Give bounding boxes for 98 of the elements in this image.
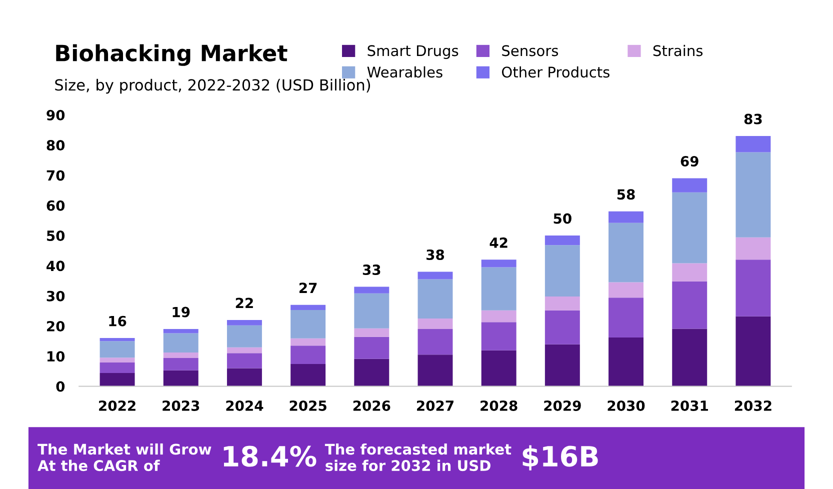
bar (418, 329, 453, 355)
bar (672, 263, 708, 282)
x-tick-label: 2023 (162, 400, 200, 411)
chart-subtitle: Size, by product, 2022-2032 (USD Billion) (55, 78, 370, 94)
bar (100, 358, 135, 362)
x-tick-label: 2032 (734, 400, 772, 411)
bar (418, 272, 453, 280)
total-label: 27 (299, 282, 317, 293)
bar (354, 293, 390, 328)
legend-label: Other Products (502, 66, 610, 78)
total-label: 58 (617, 189, 635, 200)
bar (736, 237, 771, 260)
bar (163, 352, 198, 358)
bar (163, 358, 198, 370)
chart-title: Biohacking Market (56, 44, 288, 66)
total-label: 33 (362, 264, 380, 276)
y-tick-label: 60 (46, 200, 65, 211)
bar (736, 136, 771, 152)
x-tick-label: 2026 (353, 400, 390, 411)
bar (544, 245, 580, 296)
total-label: 50 (554, 213, 572, 224)
bar (544, 236, 580, 246)
bar (672, 178, 708, 192)
bar (163, 370, 198, 386)
bar (481, 267, 516, 310)
bar (481, 322, 516, 350)
y-tick-label: 20 (47, 320, 65, 332)
bar (418, 279, 453, 318)
bar (544, 310, 580, 344)
bar (100, 362, 135, 374)
x-tick-label: 2030 (608, 400, 645, 411)
bar (290, 304, 326, 310)
bar (544, 296, 580, 310)
bar (672, 328, 708, 386)
bar (354, 286, 390, 294)
bar (736, 260, 771, 316)
total-label: 38 (426, 249, 444, 260)
x-tick-label: 2029 (544, 400, 581, 411)
bar (481, 350, 516, 386)
bar (226, 325, 262, 348)
bar (736, 152, 771, 238)
bar (100, 373, 135, 386)
text: $16B (522, 445, 598, 470)
legend-label: Wearables (367, 66, 442, 78)
bar (226, 368, 262, 386)
total-label: 69 (680, 156, 698, 167)
bar (226, 347, 262, 354)
bar (100, 341, 135, 358)
x-tick-label: 2028 (480, 400, 518, 411)
text: The forecasted market size for 2032 in USD (324, 443, 512, 472)
y-tick-label: 30 (46, 290, 65, 302)
y-tick-label: 10 (47, 351, 65, 362)
bar (226, 320, 262, 326)
x-tick-label: 2022 (99, 400, 136, 411)
bar (163, 333, 198, 353)
y-tick-label: 0 (56, 381, 65, 392)
bar (672, 192, 708, 264)
bar (354, 358, 390, 386)
bar (290, 310, 326, 338)
bar (608, 337, 644, 386)
x-tick-label: 2027 (417, 400, 454, 411)
total-label: 83 (744, 114, 762, 124)
bar (418, 318, 453, 330)
bar (354, 336, 390, 359)
x-tick-label: 2031 (671, 400, 708, 411)
bar (544, 344, 580, 386)
y-tick-label: 90 (46, 110, 65, 120)
y-tick-label: 40 (46, 260, 65, 272)
y-tick-label: 70 (46, 170, 65, 181)
bar (481, 260, 516, 268)
bar (354, 328, 390, 337)
bar (226, 353, 262, 368)
x-tick-label: 2025 (290, 400, 326, 411)
text: The Market will Grow At the CAGR of (38, 443, 212, 472)
bar (608, 222, 644, 282)
bar (290, 364, 326, 386)
total-label: 22 (236, 298, 253, 308)
bar (418, 354, 453, 386)
bar (290, 346, 326, 364)
bar (100, 338, 135, 342)
bar (608, 282, 644, 298)
x-tick-label: 2024 (226, 400, 264, 411)
bar (163, 329, 198, 334)
bar (608, 298, 644, 338)
bar (608, 211, 644, 223)
legend-label: Smart Drugs (368, 45, 458, 60)
bar (736, 316, 771, 386)
total-label: 16 (109, 316, 126, 326)
bar (481, 310, 516, 322)
total-label: 42 (490, 237, 508, 248)
total-label: 19 (172, 306, 190, 318)
bar (672, 281, 708, 329)
y-tick-label: 80 (46, 140, 65, 151)
legend-label: Strains (653, 44, 703, 56)
bar (290, 338, 326, 346)
legend-label: Sensors (502, 45, 558, 56)
text: 18.4% (224, 446, 316, 467)
y-tick-label: 50 (46, 230, 65, 242)
